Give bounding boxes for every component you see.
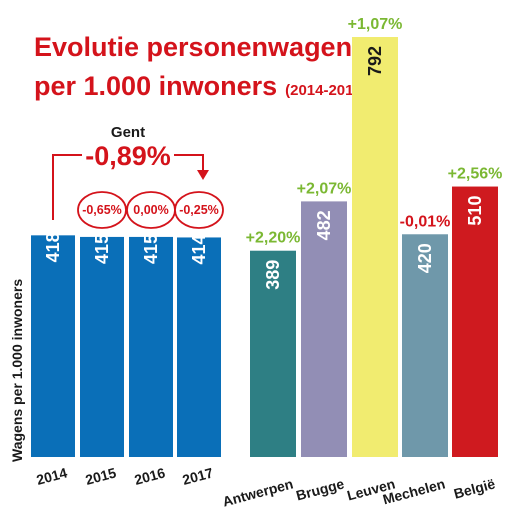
bar-mechelen <box>402 234 448 457</box>
change-bubble-2017 <box>174 191 224 229</box>
bar-leuven <box>352 37 398 457</box>
category-label-brugge: Brugge <box>294 475 346 503</box>
change-label-mechelen: -0,01% <box>400 213 451 230</box>
category-label-2017: 2017 <box>181 464 215 488</box>
gent-label: Gent <box>111 124 145 141</box>
bar-brugge <box>301 201 347 457</box>
y-axis-label: Wagens per 1.000 inwoners <box>9 279 25 462</box>
chart-title-line1: Evolutie personenwagens <box>34 32 367 62</box>
gent-bracket-line <box>52 154 82 220</box>
change-label-brugge: +2,07% <box>297 180 352 197</box>
chart-title-line2-main: per 1.000 inwoners <box>34 71 277 101</box>
value-label-2014: 418 <box>43 232 63 262</box>
value-label-leuven: 792 <box>365 46 385 76</box>
category-label-2016: 2016 <box>133 464 167 488</box>
bars: 418 2014 415 2015 -0,65% 415 2016 0,00% 414 2017 -… <box>31 16 502 510</box>
bar-2017 <box>177 237 221 457</box>
change-bubble-2015 <box>77 191 127 229</box>
value-label-belgie: 510 <box>465 196 485 226</box>
value-label-mechelen: 420 <box>415 243 435 273</box>
bar-2015 <box>80 236 124 457</box>
change-label-leuven: +1,07% <box>348 16 403 33</box>
change-label-2015: -0,65% <box>82 203 122 217</box>
gent-bracket: Gent -0,89% <box>52 124 209 220</box>
change-label-antwerpen: +2,20% <box>246 230 301 247</box>
change-label-2017: -0,25% <box>179 203 219 217</box>
bar-2016 <box>129 236 173 457</box>
value-label-antwerpen: 389 <box>263 260 283 290</box>
chart-title-line2: per 1.000 inwoners (2014-2017) <box>34 71 367 101</box>
gent-bracket-arrow <box>197 170 209 180</box>
bar-2014 <box>31 235 75 457</box>
category-label-antwerpen: Antwerpen <box>221 475 295 509</box>
value-label-2017: 414 <box>189 234 209 264</box>
category-label-2015: 2015 <box>84 464 118 488</box>
value-label-brugge: 482 <box>314 210 334 240</box>
category-label-belgie: België <box>452 475 497 501</box>
gent-total-change: -0,89% <box>85 141 171 171</box>
bar-antwerpen <box>250 250 296 457</box>
value-label-2016: 415 <box>141 234 161 264</box>
bar-belgie <box>452 186 498 457</box>
value-label-2015: 415 <box>92 234 112 264</box>
category-label-2014: 2014 <box>35 464 69 488</box>
change-label-belgie: +2,56% <box>448 166 503 183</box>
gent-bracket-line-right <box>174 154 204 170</box>
chart-title-years: (2014-2017) <box>285 82 367 99</box>
change-label-2016: 0,00% <box>133 203 168 217</box>
